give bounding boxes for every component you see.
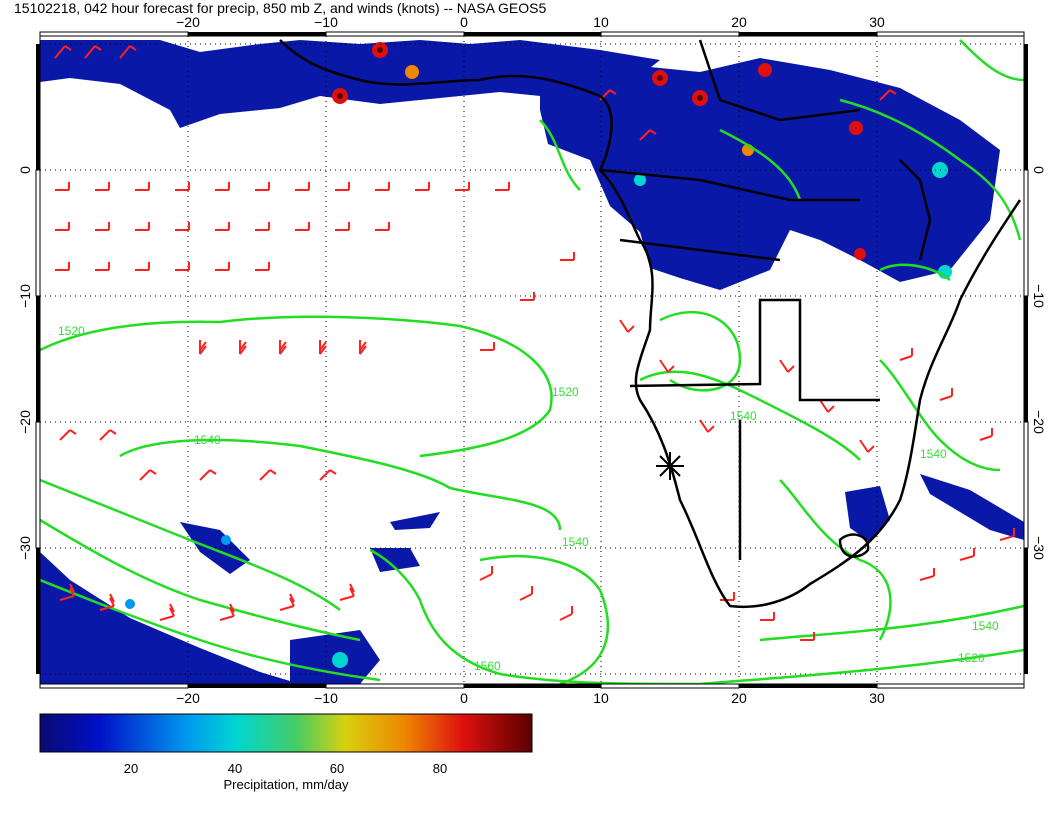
lon-tick-label: −10 [314, 690, 338, 706]
contour-label: 1520 [958, 651, 985, 665]
lon-tick-label: −20 [176, 690, 200, 706]
colorbar-gradient [39, 713, 533, 753]
colorbar-tick-label: 40 [228, 761, 242, 776]
lon-tick-label: 30 [869, 690, 885, 706]
lon-tick-label: 0 [460, 690, 468, 706]
lon-ticks-top: −20 −10 0 10 20 30 [176, 14, 885, 30]
contour-label: 1560 [474, 659, 501, 673]
coastlines-borders [279, 39, 1022, 609]
lon-tick-label: 20 [731, 690, 747, 706]
contour-label: 1540 [194, 433, 221, 447]
wind-barbs [54, 45, 1015, 641]
map-title: 15102218, 042 hour forecast for precip, … [14, 0, 546, 16]
contour-label: 1540 [562, 535, 589, 549]
lat-tick-label: 0 [17, 166, 33, 174]
lat-ticks-right: 0 −10 −20 −30 [1031, 166, 1047, 560]
lon-tick-label: 20 [731, 14, 747, 30]
lat-tick-label: −20 [17, 410, 33, 434]
colorbar-tick-label: 60 [330, 761, 344, 776]
lon-tick-label: −20 [176, 14, 200, 30]
map-area: 1520 1540 1520 1540 1540 1540 1520 1540 … [40, 36, 1024, 684]
lat-tick-label: −10 [17, 284, 33, 308]
lat-tick-label: −30 [1031, 536, 1047, 560]
lon-tick-label: −10 [314, 14, 338, 30]
lon-tick-label: 0 [460, 14, 468, 30]
lon-tick-label: 30 [869, 14, 885, 30]
contour-label: 1540 [920, 447, 947, 461]
contour-label: 1520 [58, 324, 85, 338]
contour-labels: 1520 1540 1520 1540 1540 1540 1520 1540 … [58, 324, 999, 673]
lat-tick-label: −10 [1031, 284, 1047, 308]
lon-ticks-bottom: −20 −10 0 10 20 30 [176, 690, 885, 706]
colorbar-title: Precipitation, mm/day [224, 777, 349, 792]
contour-label: 1540 [730, 409, 757, 423]
lat-tick-label: −30 [17, 536, 33, 560]
grid-lines [40, 36, 1024, 684]
site-marker [656, 452, 684, 480]
colorbar: 20 40 60 80 Precipitation, mm/day [39, 713, 533, 792]
contour-label: 1520 [552, 385, 579, 399]
lat-ticks-left: 0 −10 −20 −30 [17, 166, 33, 560]
contour-label: 1540 [972, 619, 999, 633]
height-contours [40, 39, 1024, 684]
lat-tick-label: −20 [1031, 410, 1047, 434]
colorbar-tick-label: 80 [433, 761, 447, 776]
lon-tick-label: 10 [593, 14, 609, 30]
lat-tick-label: 0 [1031, 166, 1047, 174]
colorbar-tick-label: 20 [124, 761, 138, 776]
lon-tick-label: 10 [593, 690, 609, 706]
frame-bars [35, 31, 1029, 689]
